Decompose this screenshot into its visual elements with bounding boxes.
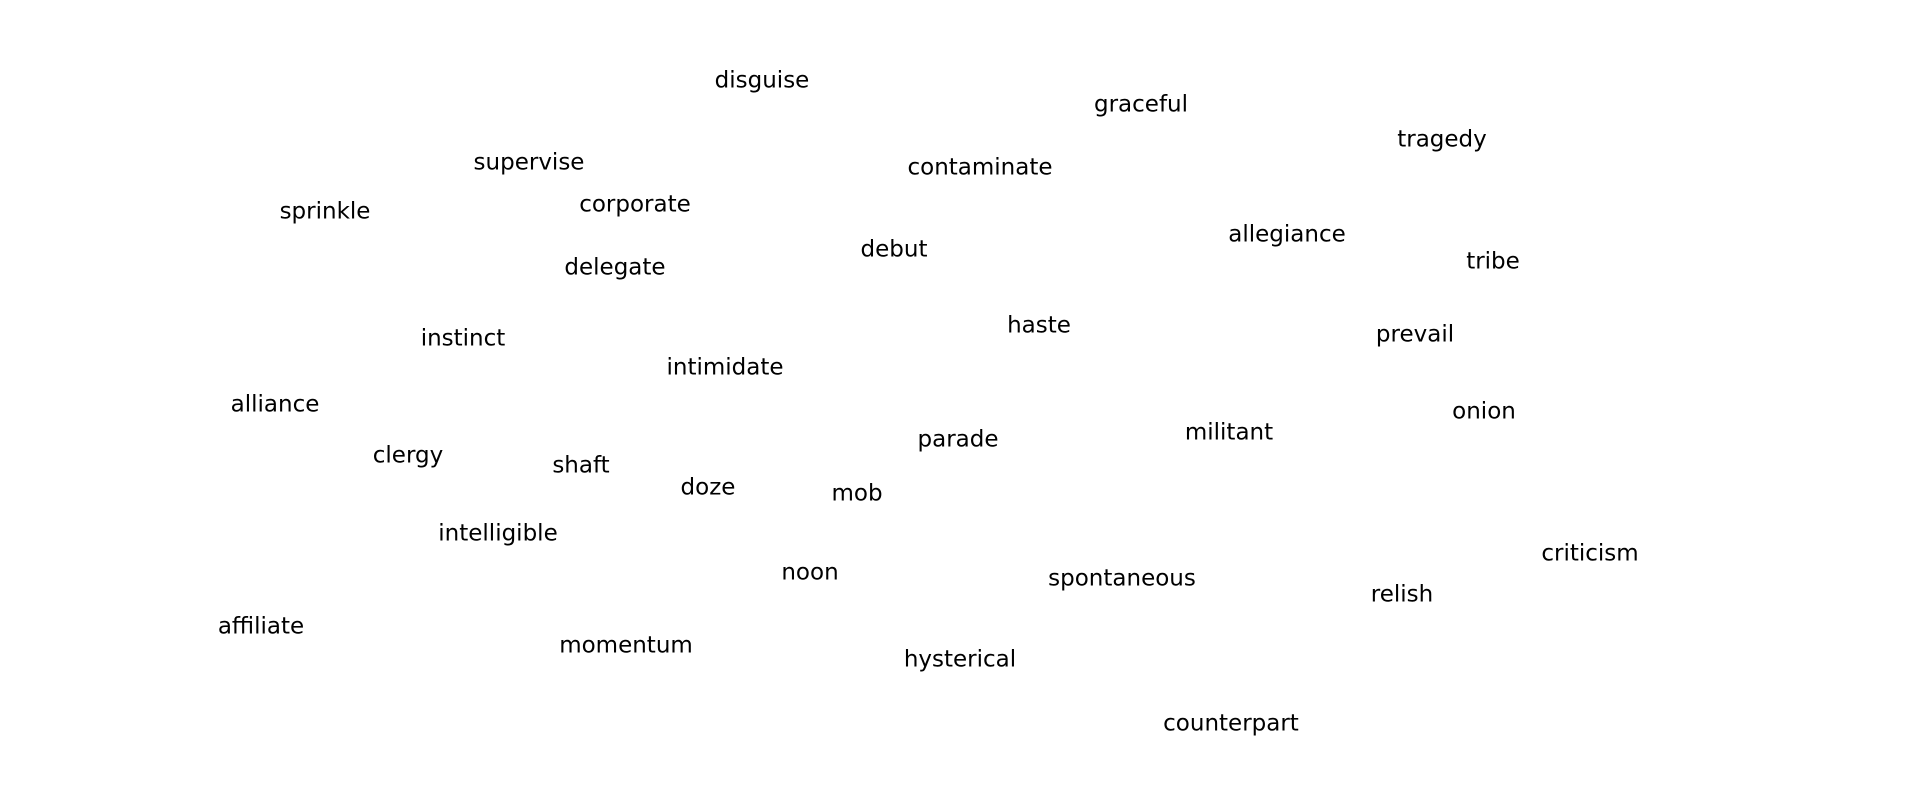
word-label: intelligible	[438, 520, 558, 547]
word-label: disguise	[714, 67, 810, 94]
word-label: doze	[680, 474, 736, 501]
word-label: affiliate	[217, 613, 305, 640]
word-label: corporate	[579, 191, 691, 218]
word-label: contaminate	[907, 154, 1053, 181]
word-label: allegiance	[1228, 221, 1346, 248]
word-label: noon	[781, 559, 839, 586]
word-label: clergy	[372, 442, 444, 469]
word-label: instinct	[420, 325, 506, 352]
word-label: criticism	[1541, 540, 1639, 567]
word-label: militant	[1184, 419, 1274, 446]
word-label: debut	[860, 236, 928, 263]
word-label: delegate	[564, 254, 666, 281]
word-label: parade	[917, 426, 999, 453]
word-label: counterpart	[1163, 710, 1299, 737]
word-label: spontaneous	[1048, 565, 1196, 592]
word-label: haste	[1007, 312, 1071, 339]
word-label: onion	[1452, 398, 1516, 425]
word-label: intimidate	[666, 354, 784, 381]
word-label: graceful	[1093, 91, 1189, 118]
word-label: relish	[1370, 581, 1434, 608]
word-label: shaft	[552, 452, 610, 479]
word-label: alliance	[230, 391, 320, 418]
word-label: supervise	[473, 149, 585, 176]
word-label: mob	[831, 480, 883, 507]
word-label: tribe	[1466, 248, 1520, 275]
word-label: tragedy	[1397, 126, 1487, 153]
word-label: momentum	[559, 632, 693, 659]
word-label: hysterical	[903, 646, 1017, 673]
word-label: prevail	[1375, 321, 1455, 348]
word-label: sprinkle	[279, 198, 371, 225]
